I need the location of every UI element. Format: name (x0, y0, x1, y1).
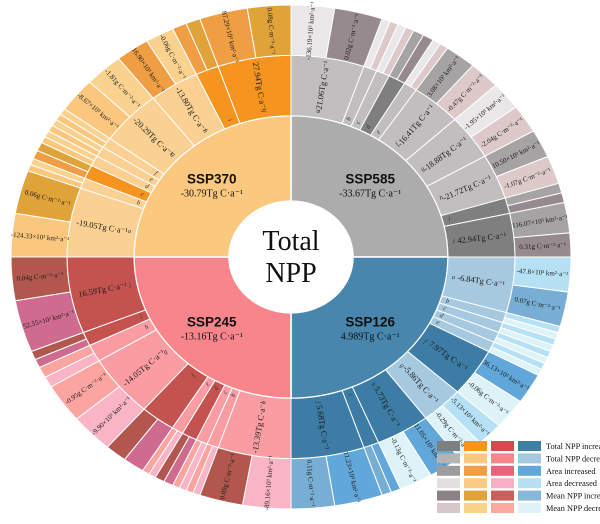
outer-label-ssp370-j-mean: 0.08g C·m⁻²·a⁻¹ (265, 7, 277, 54)
segment-letter-ssp126-g: g (398, 362, 406, 370)
center-title-line2: NPP (265, 258, 316, 289)
segment-letter-ssp370-b: b (136, 199, 142, 207)
segment-letter-ssp585-g: g (419, 165, 426, 173)
segment-letter-ssp370-j: j (260, 109, 267, 113)
sunburst-rings (10, 4, 572, 510)
legend-swatch (491, 465, 514, 476)
segment-letter-ssp370-a: a (127, 228, 131, 235)
legend-swatch (518, 465, 541, 476)
legend-swatch (464, 503, 487, 513)
legend-swatch (437, 503, 460, 513)
segment-letter-ssp585-j: j (452, 237, 456, 244)
legend-swatch (491, 503, 514, 513)
chart-legend: Total NPP increased Total NPP decreased Ar… (437, 441, 600, 513)
segment-letter-ssp126-c: c (442, 305, 447, 313)
segment-letter-ssp245-i: i (139, 313, 144, 320)
legend-row-2: Total NPP decreased (437, 453, 600, 464)
legend-swatch (491, 453, 514, 464)
segment-letter-ssp126-j: j (314, 400, 321, 404)
segment-letter-ssp245-j: j (127, 282, 131, 289)
segment-letter-ssp585-a: a (314, 109, 321, 113)
segment-letter-ssp370-d: d (144, 183, 151, 191)
quadrant-total-ssp245: -13.16Tg C·a⁻¹ (181, 331, 243, 342)
legend-label: Mean NPP decreased (546, 504, 600, 513)
segment-letter-ssp370-h: h (201, 128, 209, 134)
segment-letter-ssp126-e: e (435, 319, 441, 327)
segment-letter-ssp370-f: f (153, 170, 159, 177)
outer-label-ssp585-j-mean: 0.31g C·m⁻²·a⁻¹ (519, 241, 566, 251)
segment-letter-ssp370-g: g (169, 151, 177, 159)
legend-swatch (491, 478, 514, 489)
quadrant-label-ssp126: SSP126 (345, 314, 395, 329)
segment-letter-ssp585-f: f (394, 141, 401, 148)
legend-swatch (464, 453, 487, 464)
legend-swatch (491, 490, 514, 501)
legend-swatch (518, 503, 541, 513)
legend-label: Area decreased (546, 479, 598, 488)
segment-letter-ssp126-h: h (369, 382, 377, 388)
quadrant-label-ssp370: SSP370 (187, 172, 237, 187)
legend-row-3: Area increased (437, 465, 596, 476)
legend-swatch (437, 465, 460, 476)
segment-letter-ssp370-e: e (148, 176, 154, 184)
legend-swatch (518, 478, 541, 489)
segment-letter-ssp585-h: h (439, 194, 445, 202)
center-title-line1: Total (262, 226, 319, 257)
legend-row-4: Area decreased (437, 478, 598, 489)
segment-letter-ssp585-b: b (345, 116, 353, 122)
segment-letter-ssp245-a: a (260, 400, 267, 404)
legend-swatch (464, 478, 487, 489)
legend-row-6: Mean NPP decreased (437, 503, 600, 513)
segment-letter-ssp126-i: i (346, 393, 353, 397)
segment-letter-ssp126-d: d (439, 312, 445, 320)
legend-label: Mean NPP increased (546, 492, 600, 501)
outer-label-ssp126-j-mean: 0.11g C·m⁻²·a⁻¹ (305, 459, 317, 506)
legend-swatch (518, 453, 541, 464)
legend-swatch (518, 441, 541, 451)
legend-swatch (437, 478, 460, 489)
segment-letter-ssp245-e: e (204, 381, 212, 387)
segment-letter-ssp245-h: h (144, 324, 150, 332)
segment-letter-ssp585-e: e (375, 129, 383, 135)
legend-label: Total NPP increased (546, 442, 600, 451)
legend-row-1: Total NPP increased (437, 441, 600, 451)
segment-letter-ssp370-i: i (226, 118, 233, 122)
legend-swatch (437, 490, 460, 501)
legend-swatch (437, 453, 460, 464)
legend-label: Area increased (546, 467, 596, 476)
segment-letter-ssp245-d: d (213, 385, 221, 392)
center-circle (229, 201, 353, 313)
legend-swatch (518, 490, 541, 501)
outer-ssp370-j-mean (246, 4, 292, 59)
legend-swatch (491, 441, 514, 451)
legend-row-5: Mean NPP increased (437, 490, 600, 501)
legend-label: Total NPP decreased (546, 454, 600, 463)
segment-letter-ssp585-i: i (448, 216, 452, 223)
segment-letter-ssp245-g: g (162, 348, 170, 356)
quadrant-total-ssp126: 4.989Tg C·a⁻¹ (341, 331, 400, 342)
segment-letter-ssp370-c: c (140, 191, 146, 199)
segment-letter-ssp126-b: b (445, 298, 451, 306)
legend-swatch (464, 490, 487, 501)
segment-letter-ssp245-b: b (230, 392, 238, 398)
quadrant-total-ssp585: -33.67Tg C·a⁻¹ (339, 189, 401, 200)
segment-letter-ssp585-d: d (365, 123, 373, 130)
quadrant-label-ssp585: SSP585 (345, 172, 395, 187)
segment-letter-ssp126-a: a (451, 274, 455, 281)
segment-letter-ssp245-f: f (190, 372, 197, 379)
segment-letter-ssp585-c: c (355, 120, 363, 126)
legend-swatch (464, 465, 487, 476)
segment-letter-ssp245-c: c (222, 390, 230, 396)
quadrant-label-ssp245: SSP245 (187, 314, 237, 329)
outer-label-ssp126-a-area: -47.8×10³ km²·a⁻¹ (516, 267, 568, 279)
legend-swatch (464, 441, 487, 451)
segment-letter-ssp126-f: f (423, 338, 429, 345)
legend-swatch (437, 441, 460, 451)
quadrant-total-ssp370: -30.79Tg C·a⁻¹ (181, 189, 243, 200)
